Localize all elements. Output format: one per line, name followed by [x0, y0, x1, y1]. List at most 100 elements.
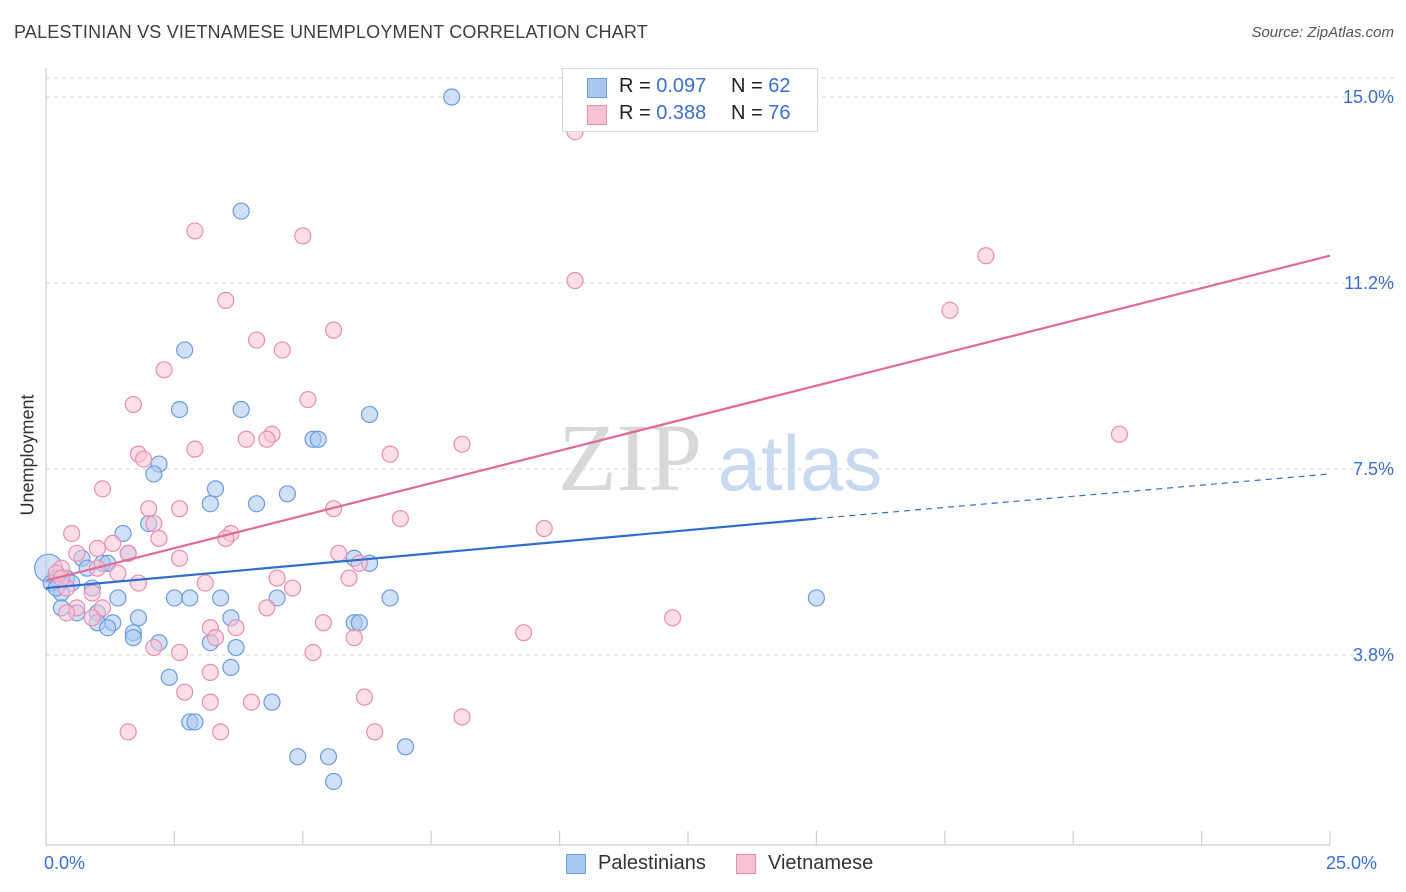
palestinian-point — [325, 772, 343, 791]
vietnamese-trend-line — [45, 254, 1331, 582]
vietnamese-legend-swatch — [736, 854, 756, 874]
palestinian-point — [227, 638, 245, 657]
vietnamese-point — [566, 271, 584, 290]
vietnamese-point — [129, 574, 148, 592]
vietnamese-point — [258, 430, 276, 448]
watermark-atlas: atlas — [718, 419, 883, 507]
palestinian-point — [114, 524, 132, 543]
palestinians-n-label: N = — [731, 75, 769, 97]
palestinians-r-label: R = — [619, 75, 657, 97]
vietnamese-point — [109, 564, 127, 582]
palestinian-point — [181, 589, 199, 607]
vietnamese-point — [212, 723, 230, 741]
palestinian-point — [176, 341, 194, 359]
palestinian-point — [165, 589, 183, 607]
palestinian-point — [206, 480, 225, 498]
palestinian-point — [160, 668, 178, 686]
vietnamese-point — [453, 435, 471, 453]
palestinian-point — [350, 614, 368, 632]
vietnamese-point — [119, 544, 137, 562]
vietnamese-legend-label: Vietnamese — [768, 852, 874, 874]
vietnamese-point — [663, 609, 682, 627]
palestinian-point — [381, 589, 399, 607]
vietnamese-point — [227, 619, 245, 637]
palestinian-point — [319, 748, 338, 766]
vietnamese-point — [201, 663, 219, 681]
vietnamese-point — [145, 638, 163, 657]
vietnamese-point — [535, 519, 553, 538]
palestinian-point — [109, 589, 127, 607]
palestinian-point — [222, 658, 240, 677]
correlation-legend: R = 0.097 N = 62 R = 0.388 N = 76 — [562, 68, 818, 132]
vietnamese-point — [186, 440, 204, 458]
palestinians-legend-label: Palestinians — [598, 852, 706, 874]
palestinians-trend-extension — [816, 473, 1331, 520]
palestinian-point — [186, 713, 204, 731]
vietnamese-point — [345, 629, 363, 647]
vietnamese-point — [201, 693, 219, 711]
vietnamese-point — [1110, 425, 1129, 443]
watermark: ZIP atlas — [558, 404, 882, 511]
palestinian-point — [309, 430, 327, 448]
palestinian-point — [124, 629, 142, 647]
vietnamese-point — [242, 693, 261, 711]
palestinians-trend-line — [45, 517, 817, 590]
source-credit: Source: ZipAtlas.com — [1251, 24, 1394, 41]
palestinians-legend-swatch — [566, 854, 586, 874]
palestinians-r-value: 0.097 — [656, 75, 707, 97]
palestinians-n-value: 62 — [768, 75, 791, 97]
vietnamese-point — [176, 683, 194, 701]
vietnamese-point — [104, 534, 122, 553]
vietnamese-point — [57, 604, 76, 622]
vietnamese-point — [170, 549, 189, 567]
vietnamese-point — [155, 361, 173, 379]
trend-lines — [45, 254, 1331, 590]
vietnamese-point — [124, 395, 142, 414]
palestinian-point — [443, 88, 461, 106]
vietnamese-point — [453, 708, 471, 726]
vietnamese-point — [977, 247, 995, 265]
vietnamese-point — [237, 430, 255, 448]
vietnamese-point — [170, 500, 189, 518]
vietnamese-n-label: N = — [731, 102, 769, 124]
palestinian-point — [212, 589, 230, 607]
vietnamese-point — [63, 524, 81, 543]
palestinian-point — [232, 400, 250, 419]
vietnamese-point — [325, 321, 343, 339]
vietnamese-point — [206, 629, 225, 647]
y-tick-label: 3.8% — [1352, 645, 1394, 665]
vietnamese-point — [340, 569, 358, 587]
vietnamese-point — [170, 643, 189, 662]
vietnamese-point — [83, 584, 101, 602]
y-tick-label: 11.2% — [1344, 273, 1394, 293]
gridlines — [46, 77, 1394, 656]
x-tick-label-min: 0.0% — [44, 853, 86, 873]
vietnamese-points — [47, 123, 1129, 741]
watermark-zip: ZIP — [558, 404, 702, 511]
vietnamese-point — [366, 723, 384, 741]
vietnamese-point — [134, 450, 153, 468]
vietnamese-r-value: 0.388 — [656, 102, 707, 124]
vietnamese-point — [145, 514, 163, 533]
vietnamese-point — [140, 500, 158, 518]
vietnamese-point — [391, 509, 409, 528]
vietnamese-point — [304, 643, 322, 662]
vietnamese-point — [299, 390, 317, 409]
vietnamese-swatch — [587, 105, 607, 125]
vietnamese-point — [68, 544, 86, 562]
y-tick-label: 15.0% — [1342, 87, 1394, 107]
palestinian-point — [807, 589, 826, 607]
palestinian-point — [201, 495, 219, 513]
vietnamese-point — [381, 445, 399, 463]
vietnamese-point — [515, 624, 533, 642]
chart-title: PALESTINIAN VS VIETNAMESE UNEMPLOYMENT C… — [14, 22, 648, 42]
vietnamese-point — [247, 331, 266, 349]
palestinians-points — [33, 88, 826, 791]
palestinian-point — [145, 465, 163, 483]
vietnamese-point — [88, 539, 106, 557]
palestinian-point — [170, 400, 189, 419]
vietnamese-point — [294, 227, 312, 245]
y-axis-label: Unemployment — [17, 394, 38, 516]
y-tick-label: 7.5% — [1352, 459, 1394, 479]
